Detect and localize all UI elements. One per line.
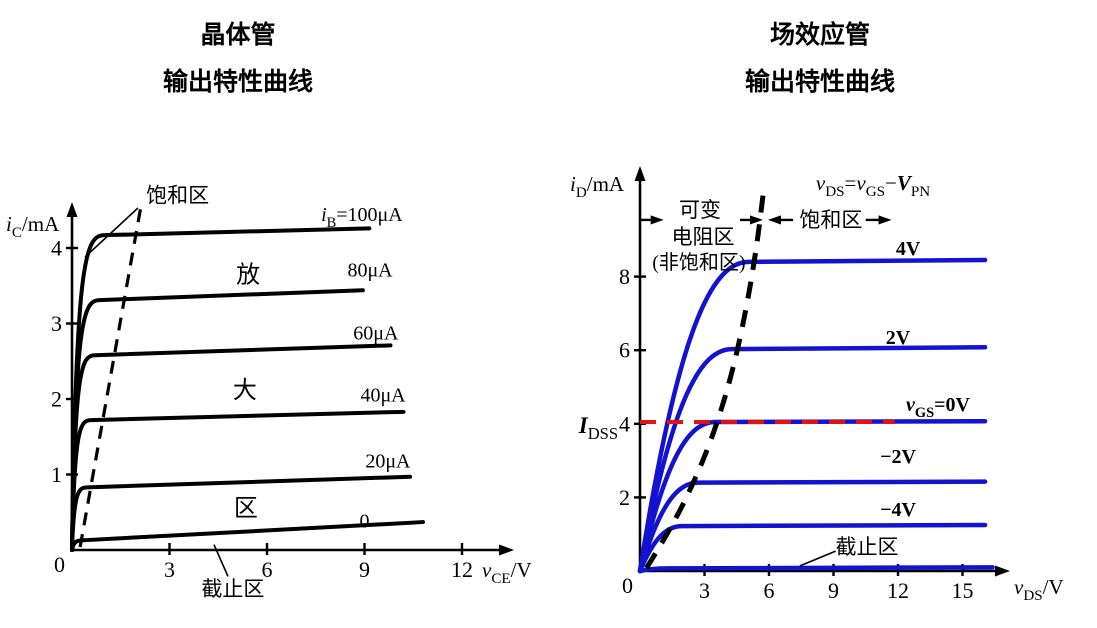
left-chart-title-line1: 晶体管 [200, 21, 276, 49]
curve-label-vgs-plus-4v: 4V [896, 238, 921, 260]
arrow-head [878, 215, 892, 225]
x-axis-arrow [499, 544, 514, 556]
curve-label-vgs-minus-2v: −2V [880, 446, 916, 468]
x-tick-label: 6 [262, 557, 273, 582]
right-chart-title-line1: 场效应管 [769, 21, 871, 49]
curve-label-iB-0: 0 [360, 510, 370, 532]
curve-vgs-0v [637, 418, 988, 574]
saturation-region-label: 饱和区 [799, 208, 862, 232]
arrow-head [650, 215, 664, 225]
curve-label-iB-100uA: iB=100μA [321, 204, 403, 231]
boundary-dashed-line [78, 206, 143, 548]
x-tick-label: 12 [887, 578, 909, 603]
x-axis-title: vDS/V [1014, 575, 1064, 604]
y-tick-label: 6 [619, 338, 630, 363]
y-tick-label: 2 [51, 387, 62, 412]
origin-label: 0 [54, 552, 65, 577]
curve-label-iB-20uA: 20μA [365, 451, 411, 473]
x-tick-label: 9 [359, 557, 370, 582]
curve-vgs-cutoff [637, 565, 995, 574]
curve-label-iB-60uA: 60μA [353, 322, 399, 344]
x-axis-title: vCE/V [482, 558, 532, 587]
amplification-region-char-2: 大 [233, 377, 257, 404]
x-tick-label: 12 [451, 557, 473, 582]
curve-vgs-plus-4v [637, 257, 988, 574]
curve-label-vgs-plus-2v: 2V [886, 327, 911, 349]
amplification-region-char-3: 区 [234, 496, 258, 522]
x-tick-label: 3 [164, 557, 175, 582]
y-tick-label: 2 [619, 485, 630, 510]
amplification-region-char-1: 放 [236, 262, 260, 289]
curve-iB-60uA [70, 343, 393, 552]
variable-resistance-region-line1: 可变 [679, 198, 721, 222]
curve-label-iB-80uA: 80μA [347, 260, 393, 282]
x-tick-label: 3 [699, 578, 710, 603]
x-tick-label: 15 [952, 578, 974, 603]
y-tick-label: 3 [51, 311, 62, 336]
saturation-region-label: 饱和区 [146, 184, 209, 208]
y-tick-label: 4 [51, 236, 62, 261]
equation-label: vDS=vGS−VPN [816, 171, 930, 200]
left-chart-title-line2: 输出特性曲线 [162, 68, 314, 96]
y-axis-arrow [66, 202, 78, 217]
x-axis-arrow [995, 565, 1010, 577]
x-tick-label: 9 [828, 578, 839, 603]
curve-label-vgs-0v: vGS=0V [906, 394, 970, 421]
curve-iB-100uA [70, 226, 372, 552]
arrow-head [749, 215, 763, 225]
curve-iB-20uA [70, 474, 412, 552]
right-chart-title: 场效应管 输出特性曲线 [745, 12, 895, 106]
y-tick-label: 4 [619, 411, 630, 436]
right-chart-title-line2: 输出特性曲线 [744, 68, 896, 96]
fet-output-characteristics: 3 6 9 12 15 2 4 6 8 0 vDS/V iD/mA IDSS vDS=vGS−VPN 可变电… [570, 166, 1064, 604]
cutoff-region-label: 截止区 [201, 577, 264, 601]
idss-label: IDSS [578, 413, 618, 443]
origin-label: 0 [622, 573, 633, 598]
y-tick-label: 1 [51, 462, 62, 487]
curve-label-vgs-minus-4v: −4V [880, 499, 916, 521]
curve-vgs-minus-2v [637, 479, 988, 574]
cutoff-region-label: 截止区 [836, 535, 899, 559]
curve-label-iB-40uA: 40μA [360, 384, 406, 406]
y-axis-title: iC/mA [6, 212, 60, 241]
curve-iB-0 [70, 520, 425, 552]
pointer-line [799, 550, 836, 567]
curve-vgs-plus-2v [637, 345, 988, 574]
x-tick-label: 6 [764, 578, 775, 603]
y-axis-arrow [634, 166, 646, 181]
arrow-head [767, 215, 781, 225]
y-tick-label: 8 [619, 264, 630, 289]
pointer-line [213, 544, 229, 577]
boundary-dashed-line [644, 189, 767, 570]
variable-resistance-region-line2: 电阻区 [671, 225, 734, 249]
curve-vgs-minus-4v [637, 522, 988, 574]
variable-resistance-region-line3: (非饱和区) [652, 251, 745, 274]
y-axis-title: iD/mA [570, 172, 625, 201]
left-chart-title: 晶体管 输出特性曲线 [163, 12, 313, 106]
pointer-line [84, 207, 139, 258]
